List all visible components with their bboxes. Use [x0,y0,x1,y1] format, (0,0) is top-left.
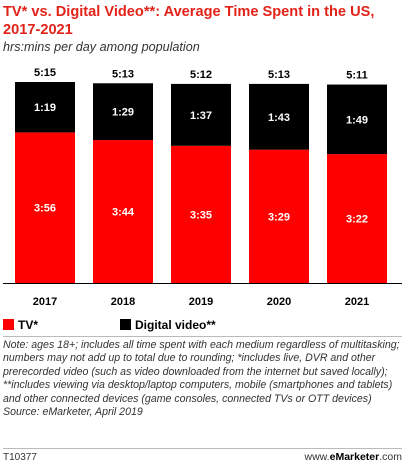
bar-label-tv-2018: 3:44 [112,207,135,219]
source-text: Source: eMarketer, April 2019 [3,406,143,419]
legend-swatch-tv [3,319,14,330]
total-label-2021: 5:11 [346,70,367,82]
stacked-bar-chart: 3:56 1:19 5:15 2017 3:44 1:29 5:13 2018 3:35 1:37… [3,67,402,308]
bar-label-digital-video-2019: 1:37 [190,110,212,122]
chart-subtitle: hrs:mins per day among population [3,40,200,54]
bar-tv-2021 [327,154,387,283]
bar-tv-2017 [15,132,75,283]
chart-title: TV* vs. Digital Video**: Average Time Sp… [3,4,375,38]
legend-label-tv: TV* [18,318,39,332]
total-label-2017: 5:15 [34,67,56,79]
bar-label-tv-2020: 3:29 [268,211,290,223]
bar-digital-video-2017 [15,82,75,133]
bar-label-digital-video-2017: 1:19 [34,102,56,114]
bar-digital-video-2021 [327,84,387,155]
total-label-2018: 5:13 [112,68,134,80]
site-suffix: .com [379,451,402,463]
x-tick-label-2019: 2019 [189,296,213,308]
x-tick-label-2020: 2020 [267,296,291,308]
bar-digital-video-2018 [93,83,153,141]
x-tick-label-2017: 2017 [33,296,57,308]
x-tick-label-2021: 2021 [345,296,369,308]
bar-label-tv-2017: 3:56 [34,203,56,215]
legend-item-digital-video: Digital video** [120,318,216,332]
legend-label-digital-video: Digital video** [135,318,216,332]
chart-id: T10377 [3,452,37,463]
site-prefix: www. [304,451,330,463]
bar-label-tv-2021: 3:22 [346,214,368,226]
legend-swatch-digital-video [120,319,131,330]
bar-label-digital-video-2021: 1:49 [346,114,368,126]
bar-label-tv-2019: 3:35 [190,209,212,221]
x-tick-label-2018: 2018 [111,296,135,308]
bar-label-digital-video-2018: 1:29 [112,107,134,119]
note-text: Note: ages 18+; includes all time spent … [3,339,400,405]
total-label-2019: 5:12 [190,69,212,81]
bar-digital-video-2020 [249,83,309,150]
site-credit: www.eMarketer.com [305,451,402,463]
chart-note: Note: ages 18+; includes all time spent … [3,339,403,419]
divider-top [3,336,402,337]
bar-tv-2019 [171,145,231,283]
divider-bottom [3,448,402,449]
bar-digital-video-2019 [171,83,231,146]
bar-tv-2018 [93,140,153,283]
site-brand: eMarketer [329,451,380,463]
legend-item-tv: TV* [3,318,38,332]
bar-label-digital-video-2020: 1:43 [268,112,290,124]
total-label-2020: 5:13 [268,69,290,81]
bar-tv-2020 [249,149,309,283]
